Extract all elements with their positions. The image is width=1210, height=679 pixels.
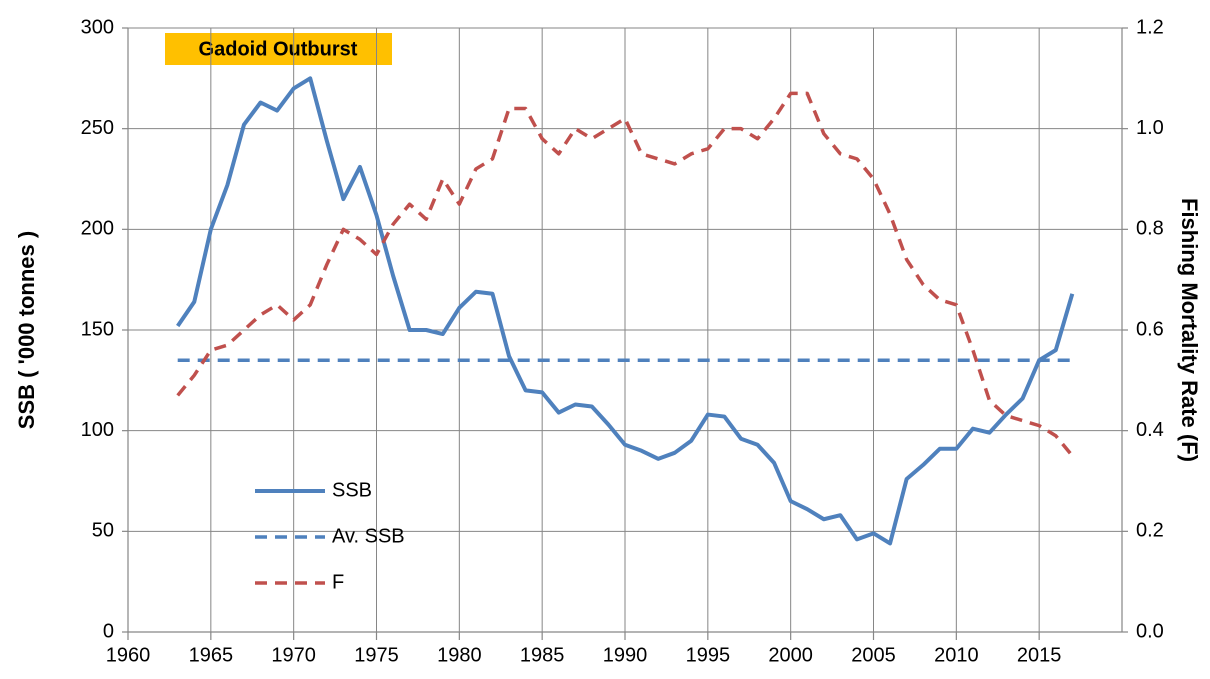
x-tick-label: 1990 [603,644,648,666]
x-tick-label: 2000 [768,644,813,666]
x-tick-label: 1970 [271,644,316,666]
x-tick-label: 2005 [851,644,896,666]
y2-tick-label: 0.6 [1136,318,1164,340]
x-tick-label: 1975 [354,644,399,666]
y2-tick-label: 1.2 [1136,16,1164,38]
annotation: Gadoid Outburst [199,38,358,60]
series-line [176,76,1075,546]
y2-tick-label: 1.0 [1136,117,1164,139]
y-tick-label: 300 [81,16,114,38]
y2-tick-label: 0.0 [1136,620,1164,642]
y-tick-label: 100 [81,419,114,441]
y-tick-label: 150 [81,318,114,340]
legend-label: SSB [332,479,372,501]
annotation-box [165,33,392,65]
x-tick-label: 1995 [686,644,731,666]
y2-tick-label: 0.2 [1136,520,1164,542]
legend-label: F [332,571,344,593]
x-tick-label: 1980 [437,644,482,666]
y-tick-label: 50 [92,520,114,542]
y2-tick-label: 0.8 [1136,218,1164,240]
y-tick-label: 0 [103,620,114,642]
x-tick-label: 1960 [106,644,151,666]
x-tick-label: 1985 [520,644,565,666]
x-tick-label: 2015 [1017,644,1062,666]
legend-label: Av. SSB [332,525,405,547]
y-tick-label: 200 [81,218,114,240]
y-axis-label: SSB ( '000 tonnes ) [14,231,39,429]
y2-axis-label: Fishing Mortality Rate (F) [1177,198,1202,462]
series-line [176,91,1074,457]
y-tick-label: 250 [81,117,114,139]
y2-tick-label: 0.4 [1136,419,1164,441]
x-tick-label: 2010 [934,644,979,666]
x-tick-label: 1965 [189,644,234,666]
